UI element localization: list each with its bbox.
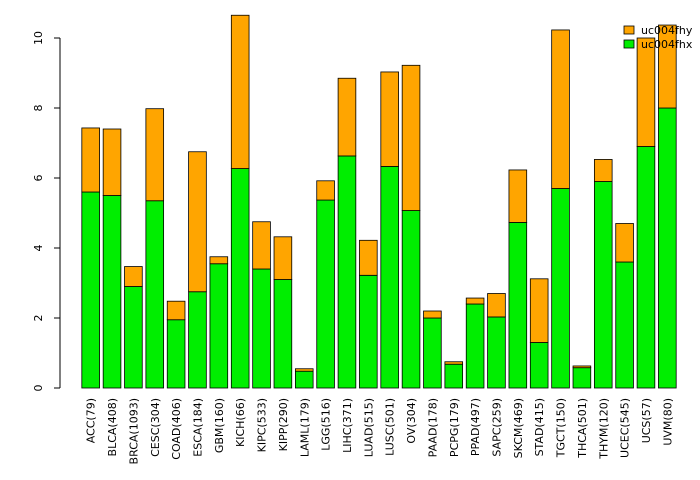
legend-label: uc004fhx bbox=[641, 38, 693, 51]
x-tick-label: PAAD(178) bbox=[426, 398, 439, 457]
x-tick-label: LUAD(515) bbox=[362, 398, 375, 457]
bar-segment-uc004fhx bbox=[166, 319, 186, 389]
x-tick-label: UVM(80) bbox=[661, 398, 674, 446]
bar-segment-uc004fhx bbox=[359, 274, 378, 389]
bar-segment-uc004fhy bbox=[615, 223, 634, 263]
bar-segment-uc004fhx bbox=[81, 191, 100, 389]
bar-segment-uc004fhy bbox=[401, 64, 421, 211]
bar-segment-uc004fhy bbox=[380, 71, 399, 167]
bar-segment-uc004fhx bbox=[465, 303, 485, 389]
bar-segment-uc004fhx bbox=[230, 168, 250, 389]
bar-segment-uc004fhy bbox=[124, 266, 143, 287]
x-tick-label: LGG(516) bbox=[320, 398, 333, 451]
bar-segment-uc004fhy bbox=[316, 180, 335, 201]
y-tick-label: 8 bbox=[32, 105, 45, 112]
bar-segment-uc004fhy bbox=[145, 108, 165, 202]
x-tick-label: LAML(179) bbox=[298, 398, 311, 457]
bar-segment-uc004fhy bbox=[658, 24, 677, 109]
bar-segment-uc004fhx bbox=[593, 181, 613, 389]
x-tick-label: GBM(160) bbox=[213, 398, 226, 453]
bar-segment-uc004fhy bbox=[465, 297, 485, 305]
y-tick-label: 0 bbox=[32, 385, 45, 392]
bar-segment-uc004fhx bbox=[188, 291, 207, 389]
x-tick-label: LIHC(371) bbox=[341, 398, 354, 453]
bar-segment-uc004fhy bbox=[551, 29, 570, 189]
bar-segment-uc004fhx bbox=[252, 268, 271, 389]
bar-segment-uc004fhx bbox=[487, 316, 506, 389]
x-tick-label: THCA(501) bbox=[576, 398, 589, 459]
bar-segment-uc004fhx bbox=[294, 370, 314, 389]
x-tick-label: THYM(120) bbox=[597, 398, 610, 460]
bar-segment-uc004fhx bbox=[423, 317, 442, 389]
x-tick-label: BRCA(1093) bbox=[127, 398, 140, 464]
bar-segment-uc004fhx bbox=[102, 195, 122, 389]
bar-segment-uc004fhx bbox=[572, 367, 592, 389]
bar-segment-uc004fhy bbox=[102, 128, 122, 196]
bar-segment-uc004fhx bbox=[508, 222, 528, 389]
x-tick-label: ESCA(184) bbox=[191, 398, 204, 457]
x-tick-label: PPAD(497) bbox=[469, 398, 482, 456]
x-axis-labels: ACC(79) BLCA(408) BRCA(1093) CESC(304) COAD(… bbox=[85, 398, 675, 464]
bar-segment-uc004fhy bbox=[423, 310, 442, 319]
bar-segment-uc004fhy bbox=[508, 169, 528, 223]
bar-segment-uc004fhy bbox=[593, 159, 613, 182]
x-tick-label: KIPC(533) bbox=[256, 398, 269, 452]
bar-segment-uc004fhy bbox=[273, 236, 293, 280]
x-tick-label: SAPC(259) bbox=[490, 398, 503, 457]
y-axis: 0 2 4 6 8 10 bbox=[32, 31, 61, 392]
bar-segment-uc004fhy bbox=[636, 37, 656, 147]
bar-segment-uc004fhy bbox=[444, 361, 464, 365]
bar-segment-uc004fhy bbox=[359, 239, 378, 276]
bar-segment-uc004fhy bbox=[572, 365, 592, 369]
x-tick-label: OV(304) bbox=[405, 398, 418, 444]
bar-segment-uc004fhy bbox=[81, 127, 100, 193]
x-tick-label: COAD(406) bbox=[170, 398, 183, 460]
bar-segment-uc004fhy bbox=[166, 300, 186, 321]
bars bbox=[81, 14, 677, 389]
x-tick-label: ACC(79) bbox=[85, 398, 98, 443]
y-tick-label: 2 bbox=[32, 315, 45, 322]
x-tick-label: KICH(66) bbox=[234, 398, 247, 447]
legend-label: uc004fhy bbox=[641, 24, 693, 37]
bar-segment-uc004fhx bbox=[529, 342, 549, 389]
bar-segment-uc004fhx bbox=[658, 107, 677, 389]
bar-segment-uc004fhx bbox=[401, 210, 421, 389]
bar-segment-uc004fhx bbox=[337, 155, 357, 389]
bar-segment-uc004fhx bbox=[124, 286, 143, 389]
bar-segment-uc004fhx bbox=[380, 166, 399, 389]
x-tick-label: TGCT(150) bbox=[555, 398, 568, 458]
bar-segment-uc004fhy bbox=[230, 14, 250, 169]
x-tick-label: UCEC(545) bbox=[619, 398, 632, 458]
y-tick-label: 4 bbox=[32, 245, 45, 252]
bar-segment-uc004fhx bbox=[145, 200, 165, 389]
bar-segment-uc004fhy bbox=[209, 256, 229, 265]
x-tick-label: CESC(304) bbox=[149, 398, 162, 457]
bar-segment-uc004fhy bbox=[487, 293, 506, 318]
legend-swatch bbox=[623, 25, 635, 35]
y-tick-label: 10 bbox=[32, 31, 45, 45]
bar-segment-uc004fhx bbox=[209, 263, 229, 389]
x-tick-label: BLCA(408) bbox=[106, 398, 119, 456]
x-tick-label: PCPG(179) bbox=[448, 398, 461, 457]
bar-segment-uc004fhx bbox=[273, 279, 293, 389]
x-tick-label: KIPP(290) bbox=[277, 398, 290, 451]
bar-segment-uc004fhy bbox=[188, 151, 207, 293]
x-tick-label: UCS(57) bbox=[640, 398, 653, 443]
bar-segment-uc004fhy bbox=[337, 77, 357, 157]
y-tick-label: 6 bbox=[32, 175, 45, 182]
bar-segment-uc004fhx bbox=[444, 363, 464, 389]
legend-swatch bbox=[623, 39, 635, 49]
bar-segment-uc004fhy bbox=[294, 368, 314, 372]
bar-segment-uc004fhy bbox=[529, 278, 549, 343]
bar-segment-uc004fhx bbox=[316, 199, 335, 389]
bar-segment-uc004fhx bbox=[615, 261, 634, 389]
x-tick-label: SKCM(469) bbox=[512, 398, 525, 458]
bar-segment-uc004fhy bbox=[252, 221, 271, 270]
bar-segment-uc004fhx bbox=[636, 146, 656, 389]
x-tick-label: STAD(415) bbox=[533, 398, 546, 456]
x-tick-label: LUSC(501) bbox=[384, 398, 397, 456]
bar-segment-uc004fhx bbox=[551, 188, 570, 389]
